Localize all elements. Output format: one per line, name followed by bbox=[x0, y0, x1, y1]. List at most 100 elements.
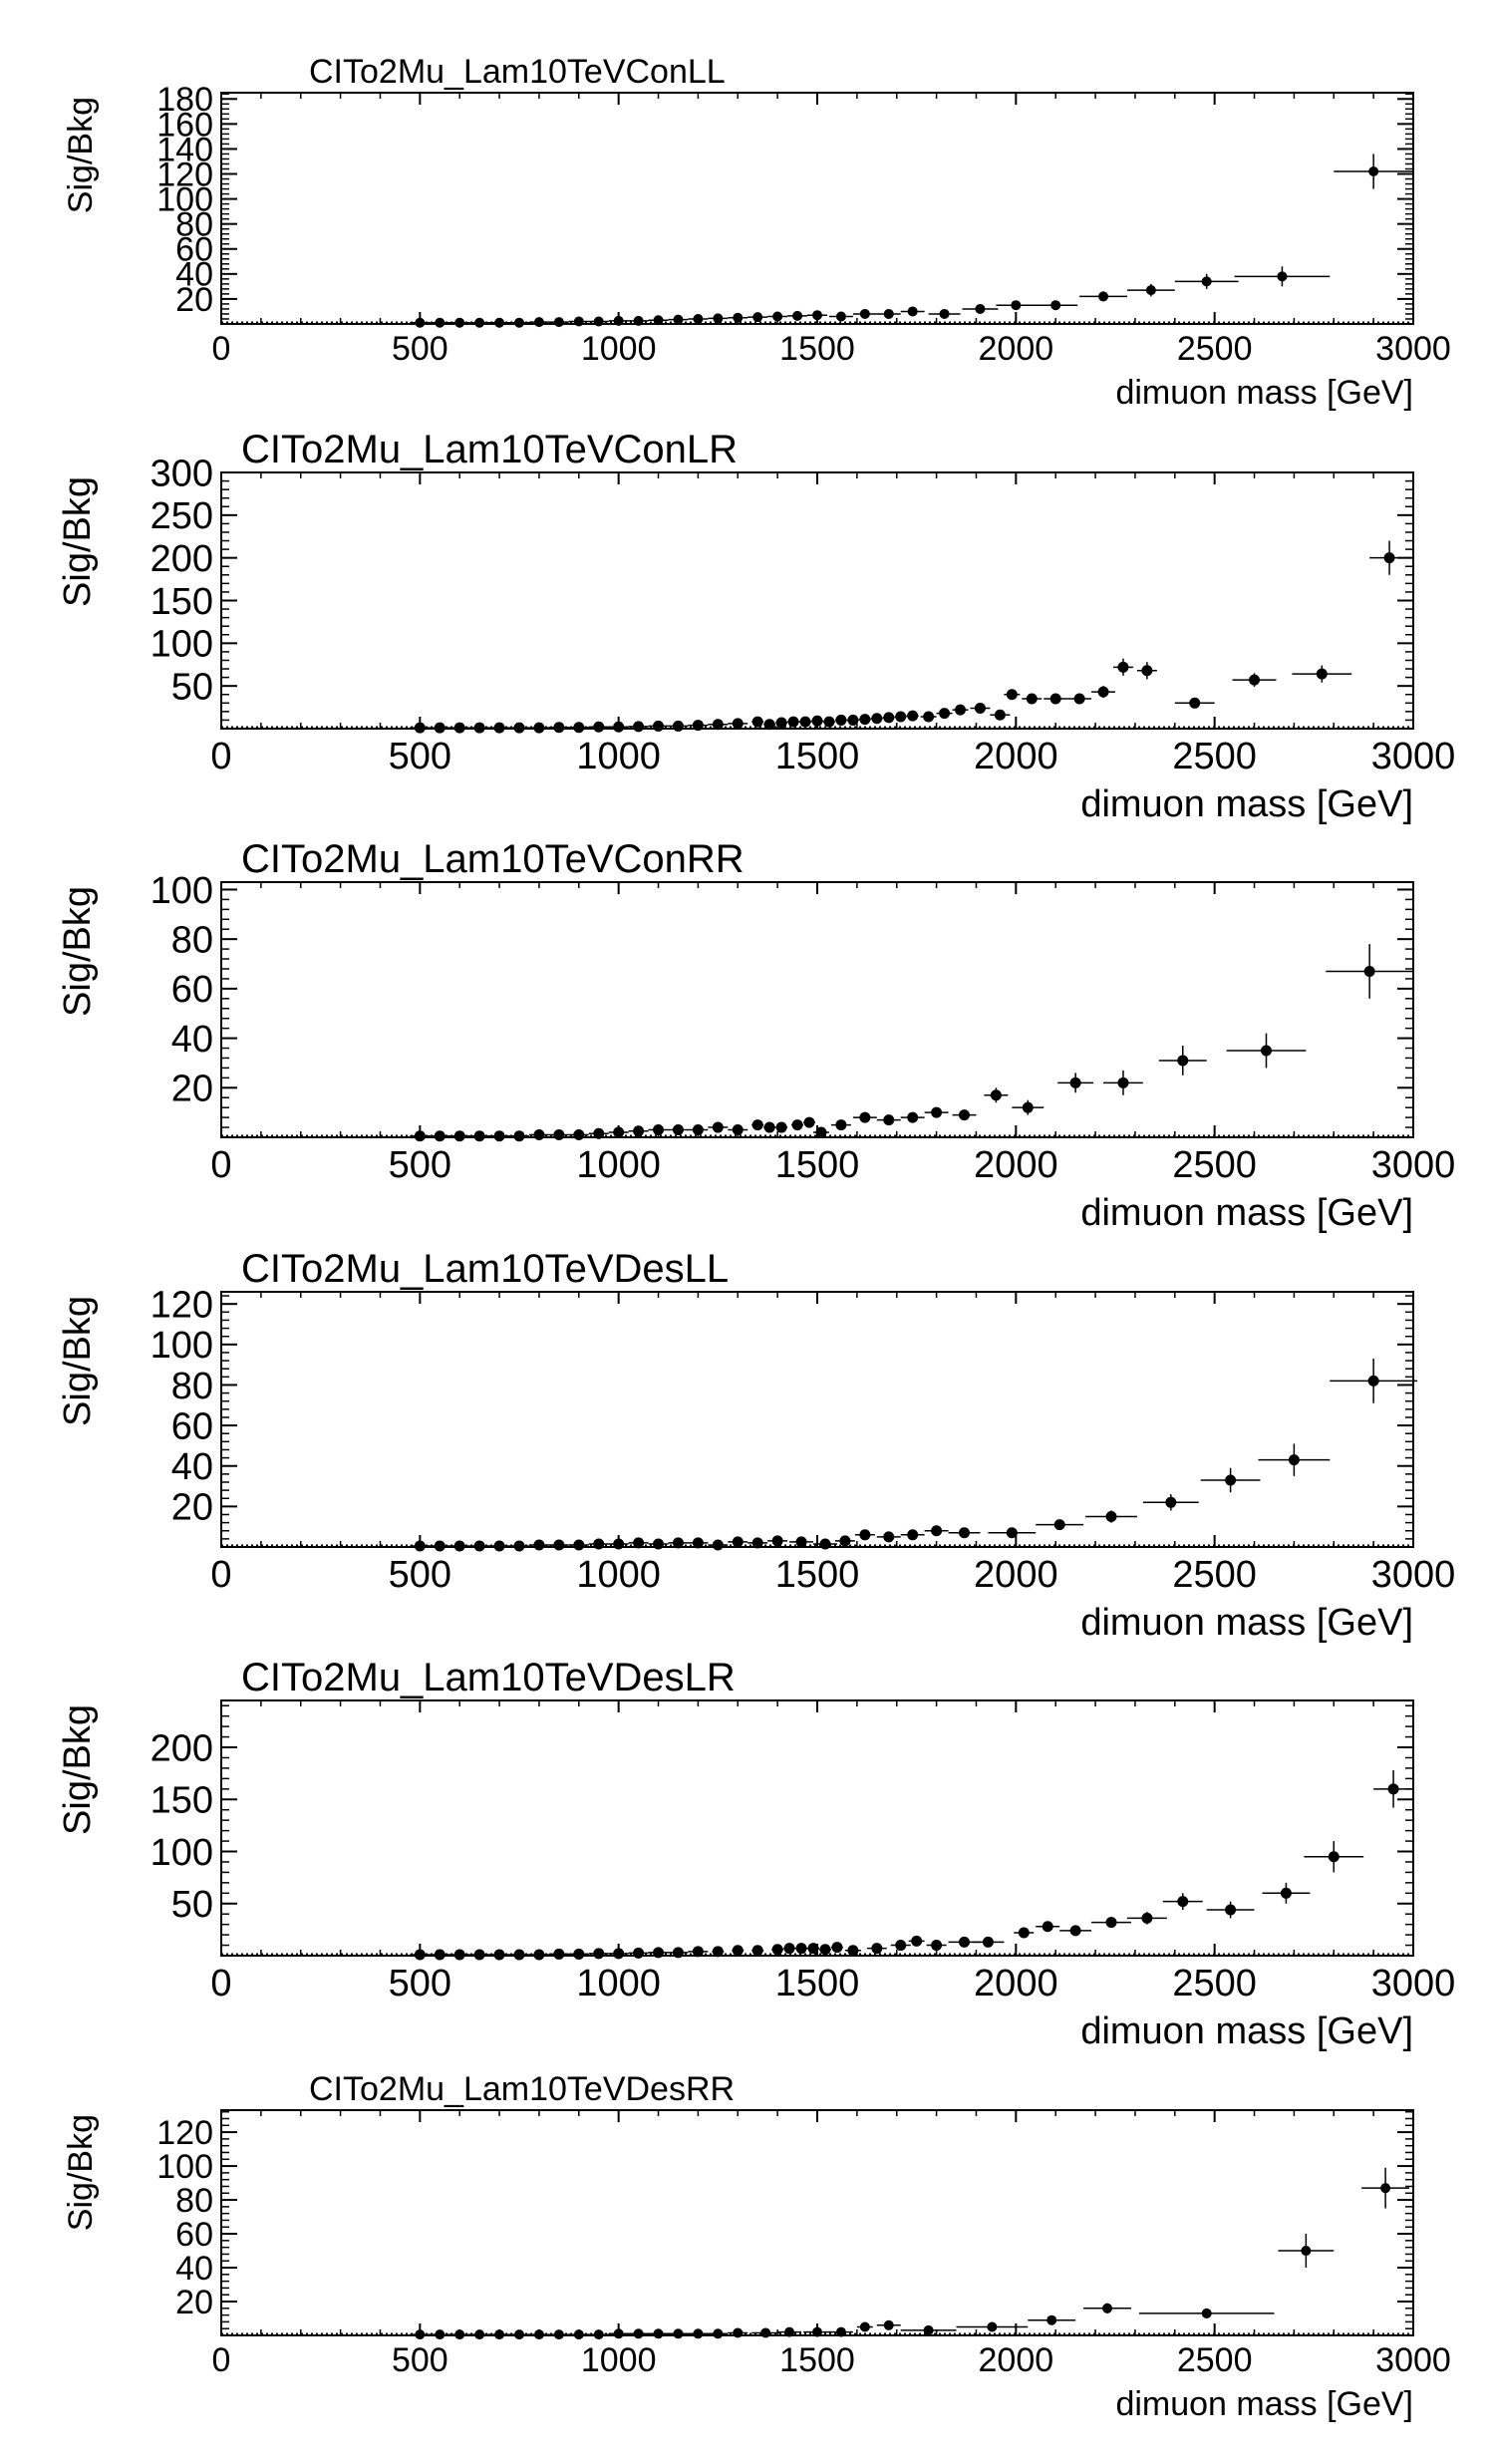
data-point bbox=[732, 1124, 744, 1136]
y-tick-label: 100 bbox=[150, 870, 213, 912]
data-point bbox=[1053, 1519, 1065, 1531]
y-tick-label: 50 bbox=[171, 666, 213, 708]
x-tick-label: 1500 bbox=[775, 1554, 860, 1596]
data-point bbox=[692, 1537, 704, 1549]
chart-title: CITo2Mu_Lam10TeVConLR bbox=[241, 428, 738, 471]
x-tick-label: 500 bbox=[389, 1963, 451, 2004]
data-point bbox=[514, 317, 524, 328]
y-tick-label: 120 bbox=[156, 2114, 213, 2152]
data-point bbox=[633, 721, 645, 733]
data-point bbox=[513, 1949, 525, 1961]
data-point bbox=[553, 722, 565, 734]
x-tick-label: 1500 bbox=[779, 2341, 855, 2379]
data-point bbox=[553, 1948, 565, 1960]
data-point bbox=[693, 2328, 704, 2339]
data-point bbox=[923, 2324, 934, 2335]
y-tick-label: 60 bbox=[171, 1405, 213, 1447]
y-axis-label: Sig/Bkg bbox=[62, 2114, 100, 2231]
x-tick-label: 3000 bbox=[1371, 736, 1456, 777]
data-point bbox=[613, 721, 625, 733]
y-tick-label: 200 bbox=[150, 1727, 213, 1769]
data-point bbox=[835, 1119, 847, 1131]
y-axis-label: Sig/Bkg bbox=[57, 1704, 99, 1835]
data-point bbox=[434, 1540, 446, 1552]
data-point bbox=[712, 1539, 724, 1551]
data-point bbox=[415, 317, 426, 328]
x-tick-label: 0 bbox=[210, 736, 231, 777]
data-point bbox=[831, 1942, 843, 1954]
y-tick-label: 60 bbox=[171, 969, 213, 1011]
plot-frame bbox=[220, 1699, 1414, 1957]
data-point bbox=[533, 722, 545, 734]
data-point bbox=[883, 1114, 895, 1126]
x-tick-label: 1000 bbox=[576, 1554, 661, 1596]
data-point bbox=[859, 308, 870, 319]
y-tick-label: 60 bbox=[175, 2216, 213, 2254]
data-point bbox=[533, 2329, 544, 2340]
data-point bbox=[955, 704, 967, 716]
data-point bbox=[672, 720, 684, 732]
data-point bbox=[673, 2328, 684, 2339]
chart-panel: 0 500 1000 1500 2000 2500 3000 5010015020025030… bbox=[57, 428, 1455, 825]
y-tick-label: 80 bbox=[175, 206, 213, 244]
data-point bbox=[573, 2329, 584, 2340]
data-point bbox=[1049, 693, 1061, 705]
data-point bbox=[494, 2329, 505, 2340]
data-point bbox=[1046, 2314, 1057, 2325]
y-tick-label: 40 bbox=[171, 1019, 213, 1061]
x-tick-label: 0 bbox=[210, 1963, 231, 2004]
data-point bbox=[1225, 1474, 1237, 1486]
data-point bbox=[895, 1940, 907, 1952]
data-point bbox=[653, 2328, 664, 2339]
data-point bbox=[633, 315, 644, 326]
data-point bbox=[1069, 1077, 1081, 1088]
data-point bbox=[1277, 271, 1288, 282]
data-point bbox=[1141, 1912, 1153, 1924]
data-point bbox=[613, 1126, 625, 1138]
y-tick-label: 150 bbox=[150, 581, 213, 623]
data-point bbox=[1189, 697, 1201, 709]
x-axis-label: dimuon mass [GeV] bbox=[1115, 2385, 1413, 2423]
x-tick-label: 1500 bbox=[775, 736, 860, 777]
data-point bbox=[883, 712, 895, 724]
chart-panel: 0 500 1000 1500 2000 2500 3000 2040608010012014… bbox=[62, 53, 1451, 412]
data-point bbox=[771, 1535, 783, 1547]
data-point bbox=[493, 1949, 505, 1961]
data-point bbox=[494, 317, 505, 328]
data-point bbox=[787, 716, 799, 728]
data-point bbox=[1069, 1925, 1081, 1937]
data-point bbox=[633, 2328, 644, 2339]
data-point bbox=[907, 306, 918, 317]
data-point bbox=[791, 1119, 803, 1131]
data-point bbox=[1368, 166, 1379, 177]
data-point bbox=[435, 317, 446, 328]
data-point bbox=[473, 1949, 485, 1961]
y-tick-label: 100 bbox=[150, 624, 213, 666]
data-point bbox=[975, 303, 986, 314]
data-point bbox=[990, 1089, 1002, 1101]
data-point bbox=[994, 709, 1006, 721]
data-point bbox=[847, 1945, 859, 1957]
data-point bbox=[1102, 2303, 1113, 2313]
data-point bbox=[1105, 1917, 1117, 1929]
x-tick-label: 2500 bbox=[1172, 736, 1257, 777]
data-point bbox=[931, 1940, 943, 1952]
y-tick-label: 20 bbox=[171, 1069, 213, 1110]
data-point bbox=[795, 1943, 807, 1955]
data-point bbox=[573, 1539, 585, 1551]
x-tick-label: 0 bbox=[212, 2341, 231, 2379]
x-tick-label: 2000 bbox=[979, 2341, 1054, 2379]
data-point bbox=[771, 1944, 783, 1956]
x-tick-label: 1000 bbox=[576, 1963, 661, 2004]
data-point bbox=[493, 722, 505, 734]
data-point bbox=[693, 313, 704, 324]
data-point bbox=[533, 1129, 545, 1141]
data-point bbox=[1249, 674, 1261, 686]
data-point bbox=[959, 1936, 971, 1948]
data-point bbox=[803, 1116, 815, 1128]
x-tick-label: 1500 bbox=[775, 1963, 860, 2004]
data-point bbox=[613, 315, 624, 326]
chart-title: CITo2Mu_Lam10TeVConLL bbox=[309, 53, 726, 91]
y-tick-label: 100 bbox=[156, 2148, 213, 2186]
